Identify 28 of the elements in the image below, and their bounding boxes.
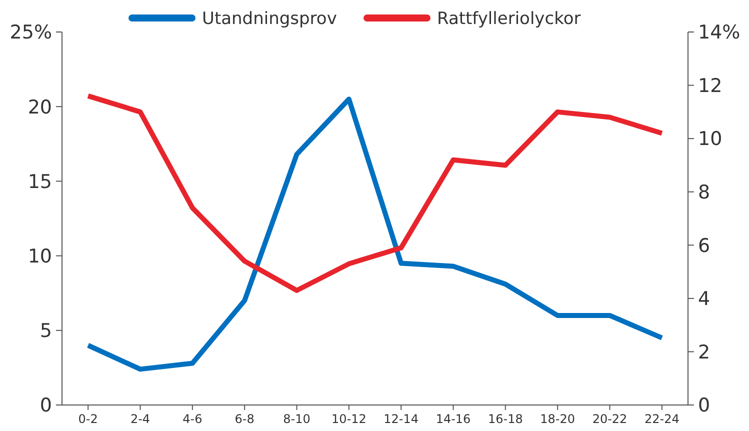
y-tick-label: 25% [10, 22, 52, 44]
x-tick-label: 14-16 [436, 412, 471, 426]
y2-tick-label: 14% [698, 22, 740, 44]
y-tick-label: 15 [28, 170, 52, 193]
x-tick-label: 16-18 [488, 412, 523, 426]
x-tick-label: 0-2 [78, 412, 98, 426]
x-tick-label: 8-10 [283, 412, 310, 426]
y2-tick-label: 4 [698, 288, 710, 310]
y2-tick-label: 6 [698, 234, 710, 257]
y2-tick-label: 8 [698, 182, 710, 204]
x-tick-label: 18-20 [540, 412, 576, 426]
y2-tick-label: 2 [698, 341, 710, 364]
x-tick-label: 10-12 [331, 412, 366, 426]
x-tick-label: 2-4 [130, 412, 150, 426]
x-tick-label: 4-6 [182, 412, 202, 426]
y2-tick-label: 10 [698, 128, 722, 150]
y2-tick-label: 0 [698, 394, 710, 417]
y-tick-label: 20 [28, 96, 52, 118]
y2-tick-label: 12 [698, 74, 722, 97]
x-tick-label: 6-8 [234, 412, 254, 426]
y-tick-label: 0 [40, 394, 52, 417]
y-tick-label: 5 [40, 320, 52, 342]
legend-label: Rattfylleriolyckor [437, 8, 581, 29]
x-tick-label: 20-22 [592, 412, 628, 426]
x-tick-label: 12-14 [384, 412, 419, 426]
y-tick-label: 10 [28, 245, 52, 268]
legend-label: Utandningsprov [202, 8, 337, 29]
x-tick-label: 22-24 [644, 412, 680, 426]
